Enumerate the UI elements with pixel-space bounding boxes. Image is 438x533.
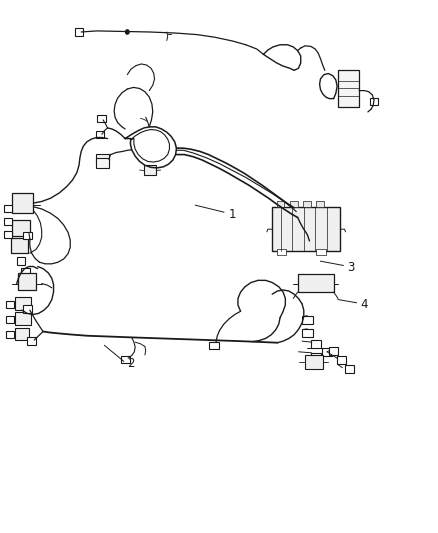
Bar (95, 131, 104, 138)
Bar (301, 316, 312, 324)
Bar (97, 115, 106, 122)
Bar (369, 98, 377, 105)
Bar (6, 316, 14, 323)
Bar (302, 201, 310, 207)
Bar (95, 158, 109, 168)
Bar (4, 231, 12, 238)
Bar (4, 205, 12, 212)
Bar (27, 337, 36, 345)
Bar (336, 356, 346, 364)
Bar (289, 201, 297, 207)
Bar (297, 274, 333, 292)
Bar (276, 249, 286, 255)
Bar (12, 193, 33, 213)
Text: 1: 1 (228, 208, 235, 221)
Bar (15, 328, 29, 340)
Bar (95, 154, 109, 165)
Bar (310, 340, 321, 348)
Bar (315, 249, 325, 255)
Text: 2: 2 (127, 357, 134, 370)
Bar (321, 348, 332, 356)
Bar (144, 165, 156, 175)
Bar (12, 220, 30, 236)
Bar (310, 353, 321, 361)
Bar (272, 207, 339, 251)
Bar (120, 356, 130, 363)
Bar (17, 257, 25, 265)
Bar (6, 302, 14, 308)
Bar (304, 355, 322, 369)
Bar (75, 28, 83, 36)
Text: 3: 3 (346, 261, 353, 274)
Bar (328, 346, 338, 355)
Bar (11, 238, 28, 253)
Bar (337, 70, 358, 107)
Bar (6, 331, 14, 338)
Bar (15, 297, 31, 310)
Bar (209, 342, 219, 349)
Bar (344, 365, 353, 373)
Bar (276, 201, 284, 207)
Bar (23, 232, 32, 239)
Bar (15, 312, 31, 325)
Bar (18, 273, 36, 290)
Bar (301, 329, 312, 337)
Text: 4: 4 (359, 298, 367, 311)
Bar (4, 217, 12, 225)
Bar (23, 305, 32, 313)
Bar (315, 201, 323, 207)
Circle shape (125, 30, 129, 34)
Bar (21, 268, 30, 276)
